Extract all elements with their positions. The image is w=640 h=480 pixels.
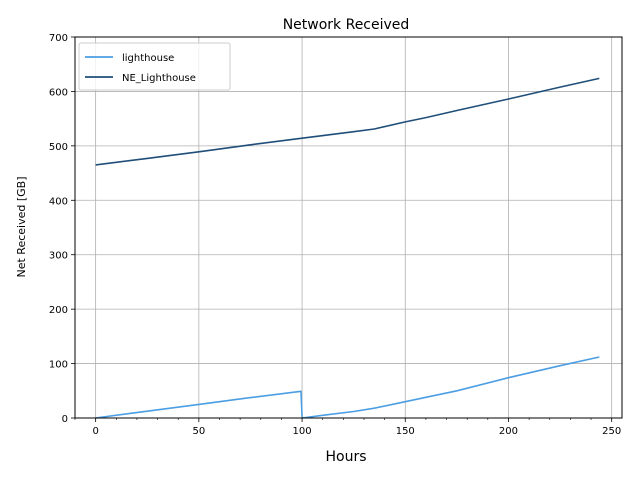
x-axis-label: Hours	[325, 449, 366, 465]
y-tick-label: 300	[49, 251, 68, 262]
y-tick-label: 0	[62, 414, 68, 425]
x-tick-label: 0	[92, 426, 98, 437]
x-tick-label: 150	[396, 426, 415, 437]
x-tick-label: 100	[293, 426, 312, 437]
series-line-ne-lighthouse	[95, 77, 600, 166]
legend-label-ne-lighthouse: NE_Lighthouse	[122, 73, 196, 84]
series-lines	[95, 77, 600, 419]
x-tick-label: 250	[602, 426, 621, 437]
y-tick-label: 500	[49, 142, 68, 153]
y-tick-label: 700	[49, 33, 68, 44]
y-tick-label: 400	[49, 196, 68, 207]
axis-ticks: 0 50 100 150 200 250 0 100 200 300 400 500 600 700	[49, 33, 621, 437]
y-axis-label: Net Received [GB]	[15, 176, 28, 277]
y-tick-label: 100	[49, 360, 68, 371]
legend: lighthouse NE_Lighthouse	[78, 42, 231, 91]
y-tick-label: 600	[49, 87, 68, 98]
x-tick-label: 200	[499, 426, 518, 437]
series-line-lighthouse	[95, 356, 600, 419]
y-tick-label: 200	[49, 305, 68, 316]
legend-label-lighthouse: lighthouse	[122, 53, 174, 64]
chart-title: Network Received	[283, 17, 410, 33]
plot-frame	[74, 36, 623, 419]
x-tick-label: 50	[192, 426, 205, 437]
legend-box	[78, 42, 231, 91]
